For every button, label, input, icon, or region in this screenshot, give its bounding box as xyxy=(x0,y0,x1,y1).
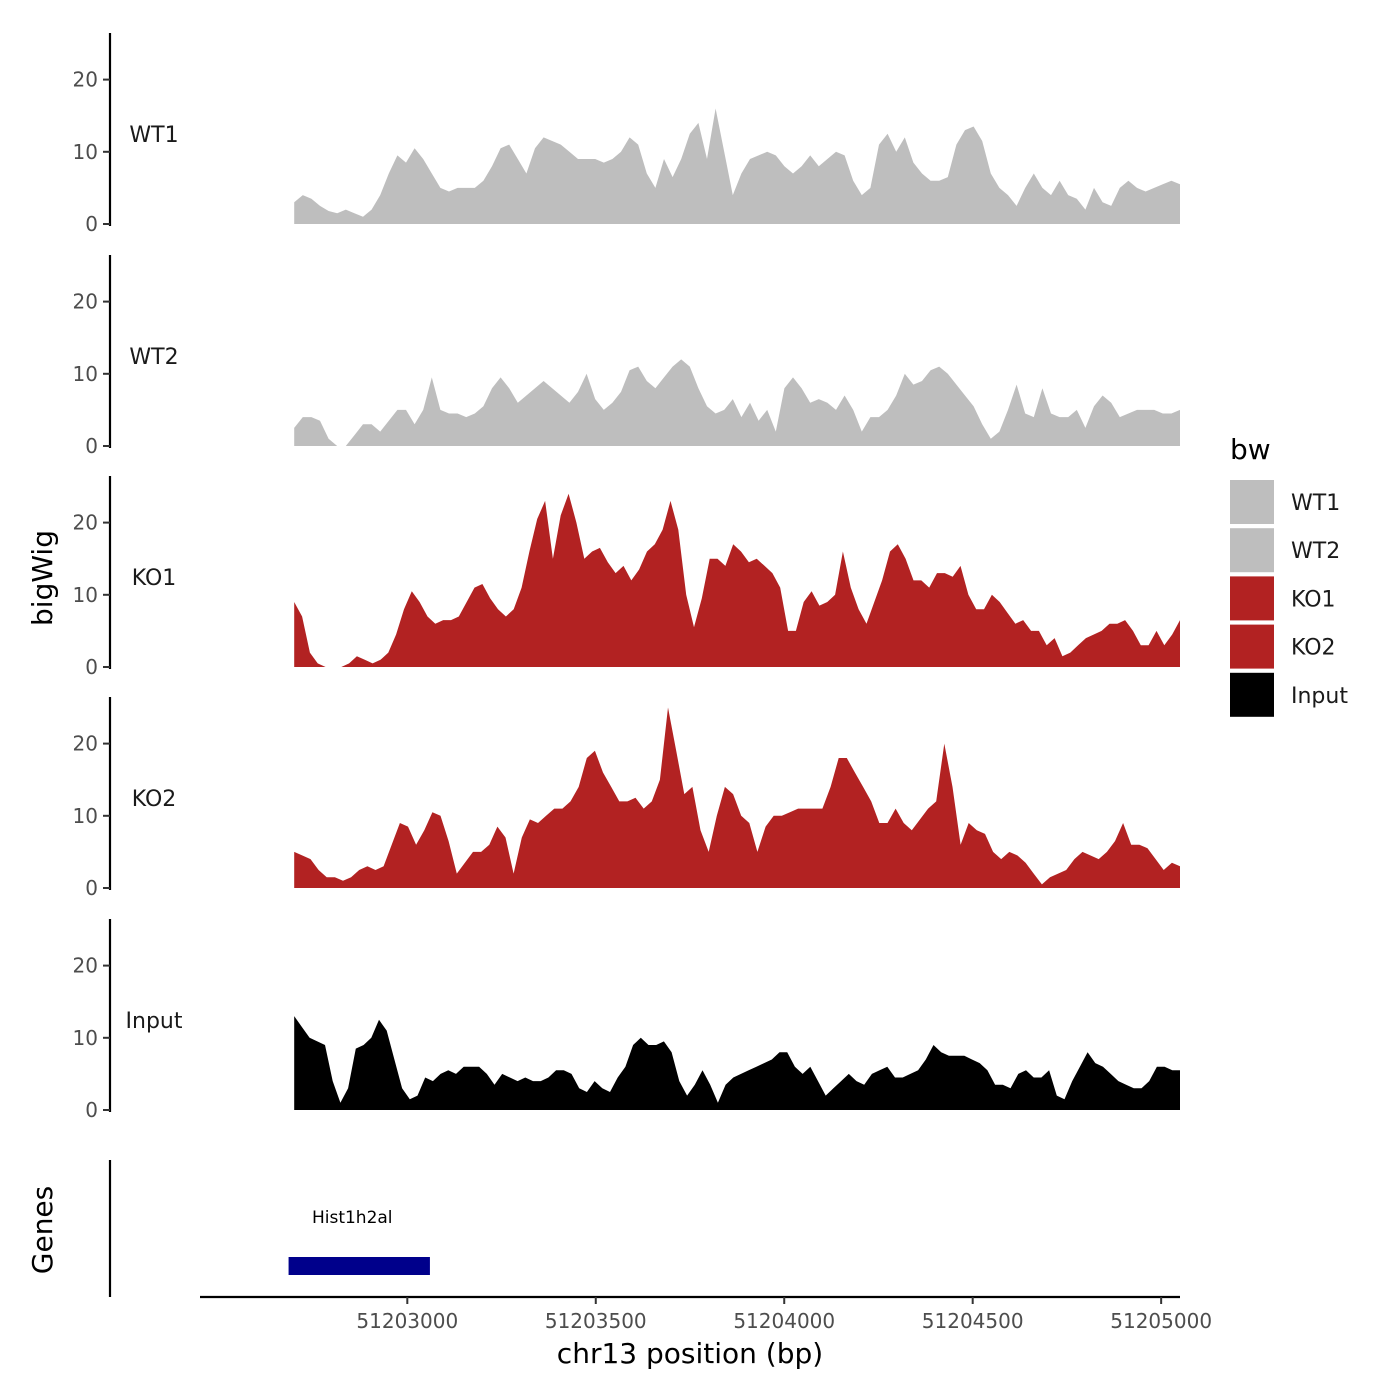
y-tick-label: 10 xyxy=(73,583,98,607)
y-tick-label: 10 xyxy=(73,1026,98,1050)
track-ko1: 0 10 20 KO1 xyxy=(73,476,1180,679)
track-label: Input xyxy=(126,1009,183,1034)
y-tick-label: 0 xyxy=(85,1098,98,1122)
legend-label-wt2: WT2 xyxy=(1291,539,1340,564)
legend-label-ko1: KO1 xyxy=(1291,587,1336,612)
y-tick-label: 20 xyxy=(73,954,98,978)
signal-area-ko1 xyxy=(294,493,1180,667)
x-axis: 51203000 51203500 51204000 51204500 51205000 xyxy=(200,1295,1212,1333)
track-ko2: 0 10 20 KO2 xyxy=(73,697,1180,900)
y-axis-title: bigWig xyxy=(26,530,59,626)
track-label: WT2 xyxy=(129,345,178,370)
y-tick-label: 10 xyxy=(73,362,98,386)
y-tick-label: 20 xyxy=(73,68,98,92)
legend-swatch-input xyxy=(1230,672,1274,717)
legend-swatch-ko1 xyxy=(1230,576,1274,621)
signal-tracks: 0 10 20 WT1 0 10 20 WT2 0 10 20 KO1 0 10 20 KO2 0 10 20 Inp… xyxy=(73,33,1180,1122)
y-tick-label: 10 xyxy=(73,140,98,164)
track-wt1: 0 10 20 WT1 xyxy=(73,33,1180,236)
legend-swatch-wt1 xyxy=(1230,480,1274,524)
track-label: KO2 xyxy=(132,787,177,812)
x-tick-label: 51204000 xyxy=(733,1309,835,1333)
y-tick-label: 20 xyxy=(73,511,98,535)
legend-label-ko2: KO2 xyxy=(1291,636,1336,661)
legend-label-wt1: WT1 xyxy=(1291,491,1340,516)
legend-swatch-wt2 xyxy=(1230,528,1274,573)
y-tick-label: 10 xyxy=(73,804,98,828)
y-tick-label: 0 xyxy=(85,655,98,679)
track-wt2: 0 10 20 WT2 xyxy=(73,255,1180,458)
gene-label: Hist1h2al xyxy=(312,1208,393,1228)
signal-area-wt1 xyxy=(294,108,1180,224)
signal-area-ko2 xyxy=(294,707,1180,888)
y-tick-label: 20 xyxy=(73,732,98,756)
gene-track: Hist1h2al xyxy=(108,1160,430,1297)
legend: bw WT1 WT2 KO1 KO2 Input xyxy=(1230,433,1348,717)
x-tick-label: 51203000 xyxy=(356,1309,458,1333)
y-tick-label: 20 xyxy=(73,290,98,314)
legend-label-input: Input xyxy=(1291,684,1348,709)
legend-title: bw xyxy=(1230,433,1271,466)
track-input: 0 10 20 Input xyxy=(73,919,1180,1122)
gene-body xyxy=(288,1257,430,1275)
x-tick-label: 51205000 xyxy=(1110,1309,1212,1333)
genes-track-title: Genes xyxy=(26,1186,59,1274)
y-tick-label: 0 xyxy=(85,212,98,236)
signal-area-wt2 xyxy=(294,359,1180,446)
signal-area-input xyxy=(294,1016,1180,1110)
x-tick-label: 51204500 xyxy=(922,1309,1024,1333)
legend-swatch-ko2 xyxy=(1230,624,1274,669)
y-tick-label: 0 xyxy=(85,434,98,458)
track-label: KO1 xyxy=(132,566,177,591)
y-tick-label: 0 xyxy=(85,876,98,900)
x-tick-label: 51203500 xyxy=(545,1309,647,1333)
track-label: WT1 xyxy=(129,123,178,148)
x-axis-title: chr13 position (bp) xyxy=(557,1337,823,1370)
